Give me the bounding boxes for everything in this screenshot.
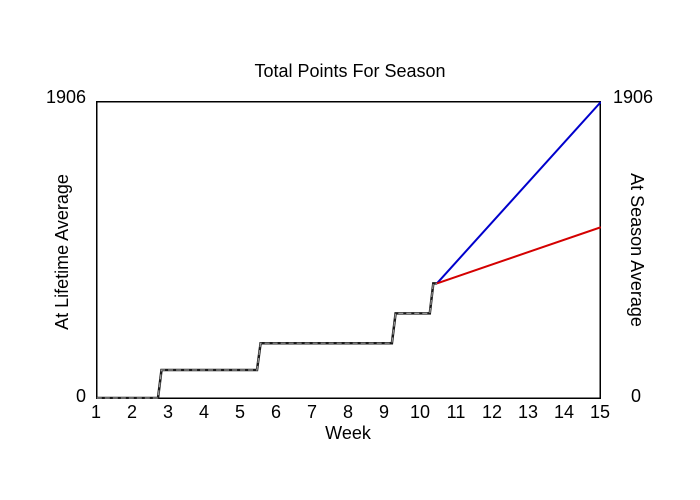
x-tick-label: 10 [409, 402, 431, 422]
chart-title: Total Points For Season [254, 61, 446, 81]
x-tick-label: 9 [378, 402, 390, 422]
series-actual-points-dash-overlay [96, 282, 437, 399]
plot-area [96, 101, 601, 399]
x-tick-label: 13 [517, 402, 539, 422]
x-tick-label: 15 [589, 402, 611, 422]
y-right-tick-min: 0 [631, 386, 642, 406]
y-left-tick-max: 1906 [45, 87, 86, 107]
x-tick-label: 11 [446, 402, 466, 422]
x-tick-label: 12 [481, 402, 503, 422]
x-tick-label: 1 [90, 402, 102, 422]
x-tick-label: 5 [234, 402, 246, 422]
x-tick-label: 4 [198, 402, 210, 422]
plot-frame [96, 101, 601, 399]
y-right-tick-max: 1906 [613, 87, 654, 107]
x-tick-label: 8 [342, 402, 354, 422]
x-tick-label: 7 [306, 402, 318, 422]
x-axis-title: Week [325, 423, 371, 443]
series-projection-at-lifetime-average [436, 101, 601, 285]
x-tick-label: 14 [553, 402, 575, 422]
y-left-axis-title: At Lifetime Average [52, 174, 72, 330]
x-tick-label: 3 [162, 402, 174, 422]
x-tick-label: 6 [270, 402, 282, 422]
y-right-axis-title: At Season Average [627, 173, 647, 327]
y-left-tick-min: 0 [75, 386, 86, 406]
series-projection-at-season-average [436, 226, 601, 285]
series-actual-points [96, 282, 437, 399]
x-tick-label: 2 [126, 402, 138, 422]
